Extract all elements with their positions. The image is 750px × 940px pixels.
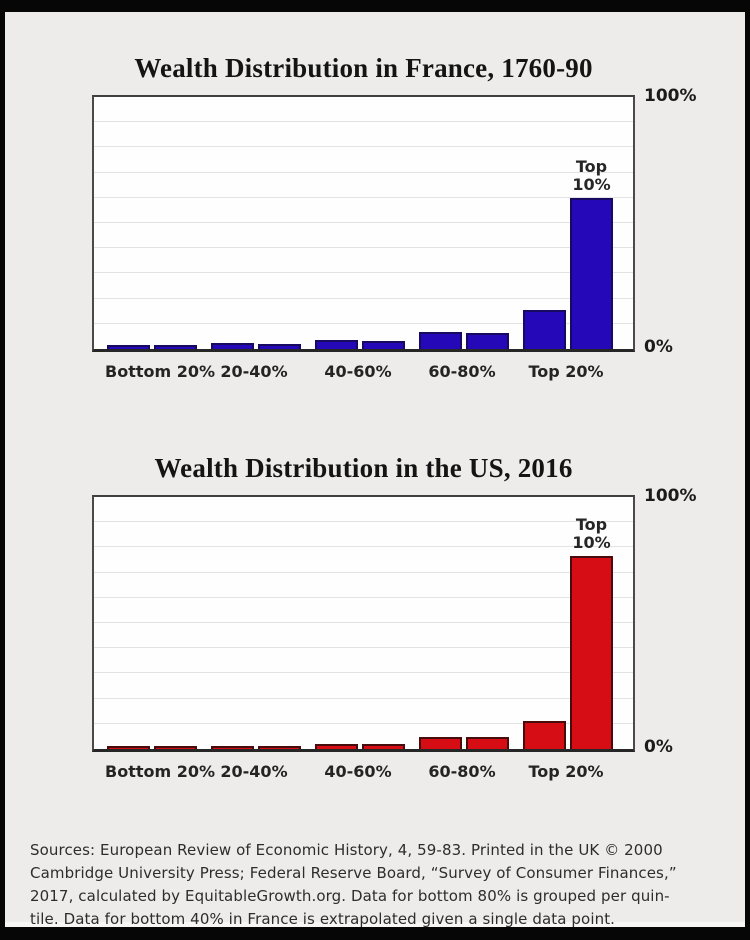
gridline bbox=[94, 622, 633, 623]
gridline bbox=[94, 647, 633, 649]
bar bbox=[419, 737, 462, 749]
gridline bbox=[94, 121, 633, 123]
category-label: Top 20% bbox=[528, 362, 604, 381]
gridline bbox=[94, 571, 633, 573]
gridline bbox=[94, 322, 633, 324]
chart-us-plot-area: Top 10% bbox=[92, 495, 635, 752]
bar bbox=[315, 743, 358, 749]
bar bbox=[211, 746, 254, 749]
bar-group bbox=[419, 97, 509, 349]
chart-france-plot-wrap: Top 10% 100% 0% bbox=[92, 86, 697, 357]
gridline bbox=[94, 247, 633, 249]
bar-group bbox=[419, 497, 509, 749]
bar-group bbox=[523, 497, 613, 749]
chart-france-y-max-label: 100% bbox=[644, 86, 697, 106]
chart-france: Wealth Distribution in France, 1760-90 T… bbox=[92, 50, 697, 384]
bar bbox=[315, 340, 358, 349]
bar-group bbox=[211, 97, 301, 349]
bar-group bbox=[107, 97, 197, 349]
bar bbox=[154, 345, 197, 349]
photo-edge-strip bbox=[5, 922, 745, 927]
chart-france-y-min-label: 0% bbox=[644, 337, 673, 357]
sources-text: Sources: European Review of Economic His… bbox=[30, 839, 724, 931]
gridline bbox=[94, 272, 633, 274]
gridline bbox=[94, 297, 633, 299]
bar bbox=[258, 343, 301, 349]
gridline bbox=[94, 672, 633, 674]
chart-us-plot-wrap: Top 10% 100% 0% bbox=[92, 486, 697, 757]
gridline bbox=[94, 546, 633, 548]
gridline bbox=[94, 722, 633, 724]
bar bbox=[523, 309, 566, 349]
bar-group bbox=[107, 497, 197, 749]
bar bbox=[211, 343, 254, 349]
bar bbox=[523, 721, 566, 749]
chart-us-title: Wealth Distribution in the US, 2016 bbox=[154, 453, 573, 483]
gridline bbox=[94, 222, 633, 223]
category-label: 40-60% bbox=[324, 362, 392, 381]
chart-france-category-labels: Bottom 20% 20-40% 40-60% 60-80% Top 20% bbox=[92, 360, 635, 384]
bar bbox=[466, 737, 509, 749]
bar bbox=[466, 333, 509, 349]
bar bbox=[570, 197, 613, 349]
category-label: 20-40% bbox=[220, 362, 288, 381]
category-label: Bottom 20% bbox=[105, 762, 216, 781]
bar bbox=[570, 556, 613, 749]
gridline bbox=[94, 521, 633, 523]
bars-row bbox=[94, 497, 633, 749]
bar-group bbox=[315, 497, 405, 749]
bar-group bbox=[211, 497, 301, 749]
bar bbox=[107, 746, 150, 749]
bar-group bbox=[523, 97, 613, 349]
category-label: 60-80% bbox=[428, 762, 496, 781]
category-label: 20-40% bbox=[220, 762, 288, 781]
bars-row bbox=[94, 97, 633, 349]
bar bbox=[362, 340, 405, 349]
bar bbox=[419, 332, 462, 349]
bar bbox=[154, 746, 197, 749]
sources-line: 2017, calculated by EquitableGrowth.org.… bbox=[30, 887, 670, 905]
top10-annotation: Top 10% bbox=[572, 156, 611, 194]
bar bbox=[258, 746, 301, 749]
bar-group bbox=[315, 97, 405, 349]
chart-us-category-labels: Bottom 20% 20-40% 40-60% 60-80% Top 20% bbox=[92, 760, 635, 784]
gridline bbox=[94, 146, 633, 148]
chart-france-title: Wealth Distribution in France, 1760-90 bbox=[134, 53, 593, 83]
gridline bbox=[94, 697, 633, 699]
gridline bbox=[94, 596, 633, 598]
bar bbox=[107, 345, 150, 349]
sources-line: Sources: European Review of Economic His… bbox=[30, 841, 663, 859]
category-label: 40-60% bbox=[324, 762, 392, 781]
category-label: Bottom 20% bbox=[105, 362, 216, 381]
gridline bbox=[94, 196, 633, 198]
chart-us-y-min-label: 0% bbox=[644, 737, 673, 757]
category-label: Top 20% bbox=[528, 762, 604, 781]
chart-us: Wealth Distribution in the US, 2016 Top 1… bbox=[92, 450, 697, 784]
sources-line: Cambridge University Press; Federal Rese… bbox=[30, 864, 677, 882]
bar bbox=[362, 743, 405, 749]
gridline bbox=[94, 171, 633, 173]
sources-line: tile. Data for bottom 40% in France is e… bbox=[30, 910, 616, 928]
chart-us-y-max-label: 100% bbox=[644, 486, 697, 506]
top10-annotation: Top 10% bbox=[572, 515, 611, 553]
category-label: 60-80% bbox=[428, 362, 496, 381]
chart-france-plot-area: Top 10% bbox=[92, 95, 635, 352]
